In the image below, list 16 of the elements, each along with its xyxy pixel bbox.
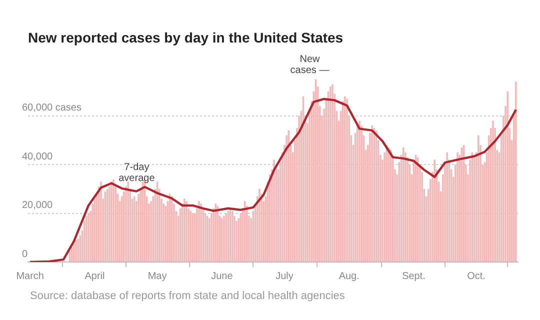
- x-tick-label: Sept.: [402, 270, 426, 282]
- x-tick-label: Oct.: [467, 270, 486, 282]
- x-tick-label: April: [84, 270, 105, 282]
- x-tick-label: July: [276, 270, 294, 282]
- y-tick-label: 20,000: [22, 200, 54, 212]
- annotation: New cases —: [290, 54, 330, 76]
- x-tick-label: March: [16, 270, 44, 282]
- x-tick-label: Aug.: [338, 270, 360, 282]
- source-note: Source: database of reports from state and local health agencies: [30, 290, 345, 302]
- x-tick-label: May: [148, 270, 167, 282]
- y-tick-label: 60,000 cases: [22, 102, 82, 114]
- x-tick-label: June: [211, 270, 234, 282]
- annotation: 7-day average: [118, 162, 156, 184]
- y-tick-label: 40,000: [22, 151, 54, 162]
- y-tick-label: 0: [22, 248, 28, 260]
- chart-title: New reported cases by day in the United States: [28, 29, 344, 46]
